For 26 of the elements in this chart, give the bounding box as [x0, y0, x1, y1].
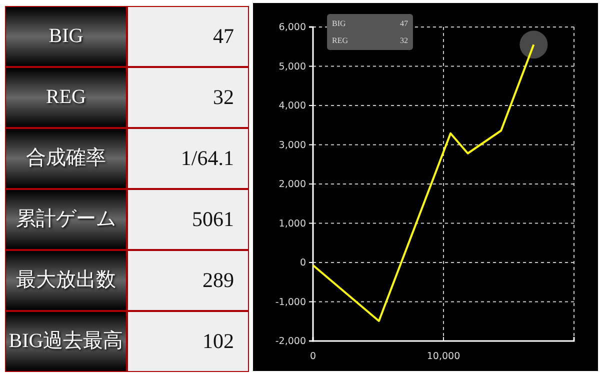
text: 最大放出数: [5, 250, 127, 311]
text: 47: [127, 6, 249, 67]
text: BIG: [5, 6, 127, 67]
y-tick-label: 6,000: [278, 22, 306, 34]
text: 102: [127, 311, 249, 372]
text: 32: [127, 67, 249, 128]
annotation: 47: [400, 19, 408, 28]
text: REG: [5, 67, 127, 128]
y-tick-label: 5,000: [278, 61, 306, 72]
y-tick-label: 4,000: [278, 100, 306, 112]
text: 合成確率: [5, 128, 127, 189]
x-tick-label: 10,000: [426, 351, 460, 362]
y-tick-label: 0: [300, 258, 306, 269]
y-tick-label: -2,000: [275, 336, 306, 348]
y-tick-label: -1,000: [275, 296, 306, 308]
text: 289: [127, 250, 249, 311]
text: 5061: [127, 189, 249, 250]
text: BIG過去最高: [5, 311, 127, 372]
annotation: REG: [332, 36, 348, 45]
y-tick-label: 2,000: [278, 179, 306, 190]
annotation: 32: [400, 36, 408, 45]
annotation: BIG: [332, 19, 346, 28]
y-tick-label: 1,000: [278, 218, 306, 230]
text: 累計ゲーム: [5, 189, 127, 250]
y-tick-label: 3,000: [278, 140, 306, 151]
text: 1/64.1: [127, 128, 249, 189]
